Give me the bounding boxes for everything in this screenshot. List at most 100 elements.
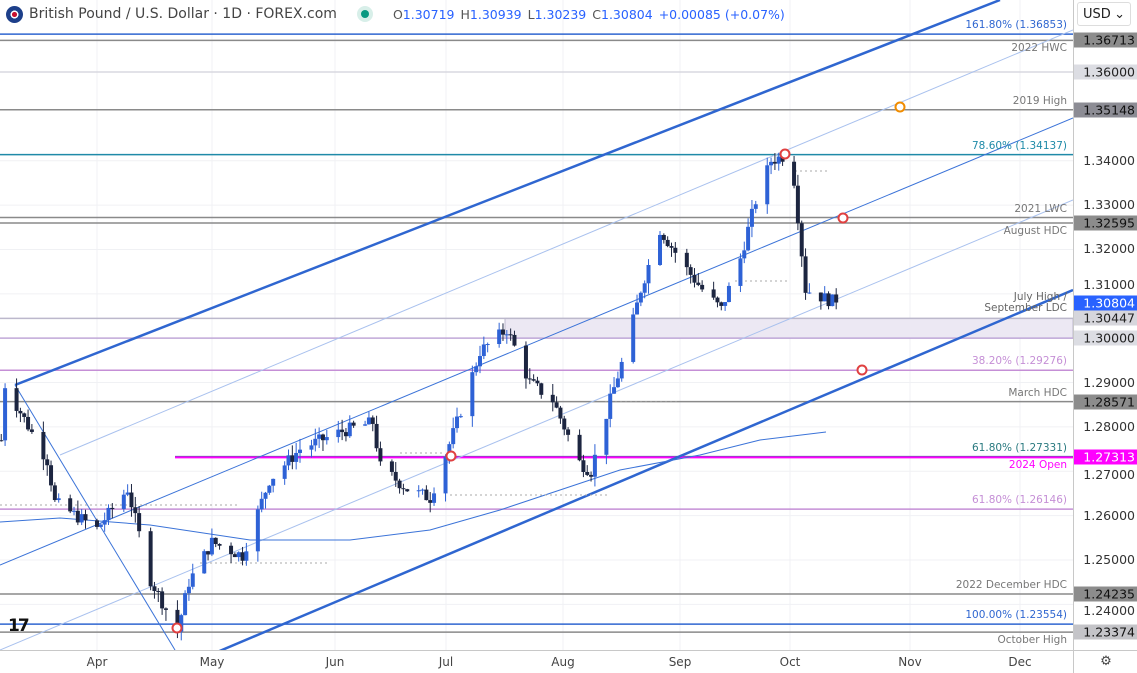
candle-body [343,432,348,437]
y-tick-label: 1.31000 [1083,276,1135,292]
candle-body [370,417,375,424]
candle-body [631,314,636,362]
candle-body [0,440,4,442]
gbp-usd-flag-icon [6,5,23,23]
candle-body [45,459,50,466]
x-tick-label: May [199,655,225,669]
candle-body [405,489,410,492]
market-status-icon [360,10,369,18]
candle-body [765,165,770,205]
candle-body [669,246,674,248]
candle-body [792,161,797,186]
channel-upper [14,0,1001,387]
candle-body [286,455,291,466]
candle-body [83,514,88,521]
candle-body [612,387,617,394]
tradingview-logo: 17 [8,616,30,636]
price-tag: 1.30000 [1074,330,1137,346]
candle-body [615,378,620,388]
time-axis[interactable]: Apr May Jun Jul Aug Sep Oct Nov Dec [0,650,1073,673]
channel-median [0,117,1073,566]
candle-body [458,416,463,418]
y-tick-label: 1.34000 [1083,152,1135,168]
candle-body [259,498,264,510]
candle-body [531,379,536,381]
candle-body [209,537,214,555]
pivot-marker [779,148,791,160]
currency-select[interactable]: USD ⌄ [1077,2,1131,26]
candle-body [726,285,731,303]
x-tick-label: Dec [1008,655,1032,669]
price-tag: 1.23374 [1074,624,1137,640]
candle-body [397,480,402,489]
candle-body [585,472,590,475]
x-tick-label: Aug [551,655,575,669]
price-tag: 1.28571 [1074,394,1137,410]
price-tag: 1.30804 [1074,295,1137,310]
y-tick-label: 1.25000 [1083,551,1135,567]
candle-body [799,223,804,257]
chevron-down-icon: ⌄ [1114,6,1125,22]
candle-body [75,510,80,523]
price-chart[interactable] [0,0,1073,650]
candle-body [638,292,643,303]
candle-body [49,465,54,486]
pivot-marker [171,622,183,634]
candle-body [313,438,318,446]
candle-body [190,573,195,587]
candle-body [776,156,781,164]
candle-body [692,274,697,283]
gear-icon[interactable]: ⚙ [1073,650,1137,673]
ohlc-low: L1.30239 [527,6,587,22]
candle-body [133,507,138,514]
candle-body [447,444,452,457]
candle-body [481,344,486,357]
candle-body [163,608,168,610]
candle-body [79,514,84,523]
candle-body [18,410,23,414]
candle-body [428,500,433,503]
candle-body [160,591,165,609]
candle-body [500,329,505,335]
candle-body [470,372,475,417]
candle-body [795,185,800,224]
slope-line [14,384,176,650]
candle-body [539,383,544,395]
candle-body [240,552,245,561]
candle-body [282,465,287,479]
y-tick-label: 1.27000 [1083,467,1135,483]
ohlc-close: C1.30804 [592,6,653,22]
pivot-marker [837,212,849,224]
candle-body [41,431,46,460]
candle-body [183,593,188,616]
chart-legend: British Pound / U.S. Dollar · 1D · FOREX… [0,0,791,28]
candle-body [673,247,678,253]
candle-body [696,282,701,285]
candle-body [830,294,835,307]
candle-body [340,429,345,433]
candle-body [297,449,302,453]
candle-body [562,418,567,430]
x-tick-label: Apr [86,655,108,669]
candle-body [378,448,383,462]
symbol-title[interactable]: British Pound / U.S. Dollar · 1D · FOREX… [29,6,337,22]
price-tag: 1.36000 [1074,64,1137,80]
y-tick-label: 1.32000 [1083,241,1135,257]
candle-body [715,297,720,303]
candle-body [324,437,329,441]
y-tick-label: 1.26000 [1083,507,1135,523]
candle-body [320,434,325,441]
candle-body [822,293,827,302]
price-tag: 1.27313 [1074,449,1137,465]
candle-body [834,294,839,303]
candle-body [604,418,609,455]
candle-body [635,302,640,315]
candle-body [478,356,482,367]
candle-body [156,591,161,593]
price-axis[interactable]: 1.36713 1.36000 1.35148 1.32595 1.30804 1.304… [1073,0,1137,650]
candle-body [232,554,237,558]
candle-body [688,267,693,275]
price-tag: 1.36713 [1074,32,1137,48]
candle-body [110,507,115,510]
candle-body [125,492,130,495]
